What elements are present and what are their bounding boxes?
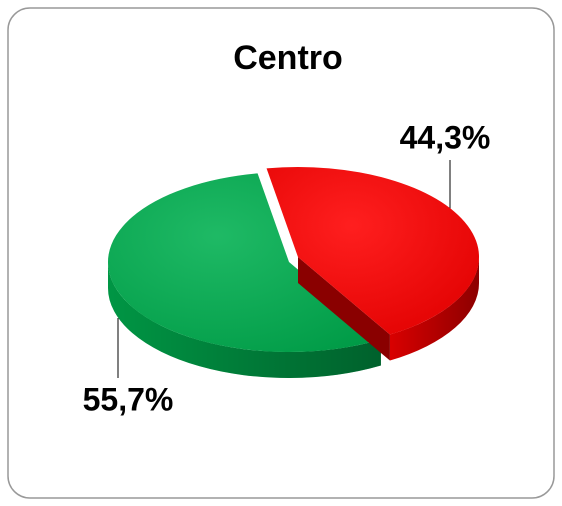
- slice-shade: [107, 173, 381, 353]
- data-label: 44,3%: [400, 119, 491, 155]
- slice-side-shade: [108, 262, 381, 378]
- chart-title: Centro: [233, 39, 343, 77]
- slice-cut-face: [298, 257, 390, 361]
- data-label: 55,7%: [83, 381, 174, 417]
- pie: [107, 167, 479, 378]
- slice-shade: [266, 167, 479, 335]
- slice-side-shade: [389, 257, 479, 361]
